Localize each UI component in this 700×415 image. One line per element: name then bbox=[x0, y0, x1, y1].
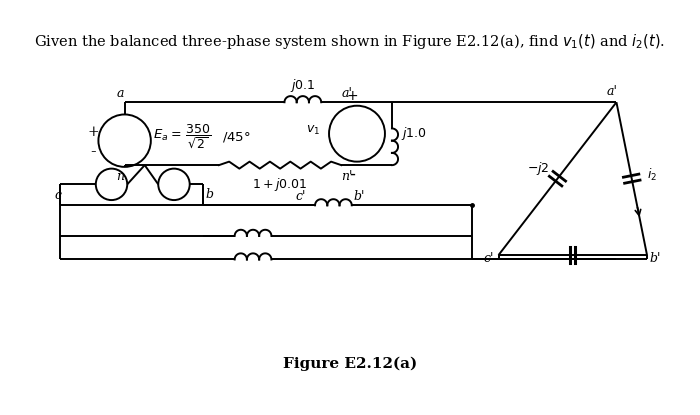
Text: Figure E2.12(a): Figure E2.12(a) bbox=[283, 357, 417, 371]
Text: c': c' bbox=[296, 190, 307, 203]
Text: $1+j0.01$: $1+j0.01$ bbox=[253, 176, 308, 193]
Text: -: - bbox=[350, 164, 356, 182]
Text: n: n bbox=[116, 171, 125, 183]
Text: b': b' bbox=[650, 252, 661, 265]
Text: a': a' bbox=[607, 85, 617, 98]
Text: $=\,\dfrac{350}{\sqrt{2}}$: $=\,\dfrac{350}{\sqrt{2}}$ bbox=[168, 123, 211, 151]
Text: b': b' bbox=[354, 190, 365, 203]
Text: b: b bbox=[205, 188, 213, 201]
Text: c: c bbox=[55, 189, 62, 202]
Text: $v_1$: $v_1$ bbox=[306, 124, 321, 137]
Text: Given the balanced three-phase system shown in Figure E2.12(a), find $v_1(t)$ an: Given the balanced three-phase system sh… bbox=[34, 32, 666, 51]
Text: a': a' bbox=[342, 87, 353, 100]
Text: $/45°$: $/45°$ bbox=[223, 130, 251, 144]
Text: $E_a$: $E_a$ bbox=[153, 128, 168, 143]
Text: +: + bbox=[88, 125, 99, 139]
Text: +: + bbox=[346, 89, 358, 103]
Text: $i_2$: $i_2$ bbox=[648, 167, 657, 183]
Text: -: - bbox=[90, 143, 96, 160]
Text: c': c' bbox=[484, 252, 494, 265]
Text: a: a bbox=[116, 87, 124, 100]
Text: n': n' bbox=[341, 171, 353, 183]
Text: $j0.1$: $j0.1$ bbox=[290, 76, 316, 93]
Text: $j1.0$: $j1.0$ bbox=[400, 125, 426, 142]
Text: $-j2$: $-j2$ bbox=[527, 160, 550, 177]
